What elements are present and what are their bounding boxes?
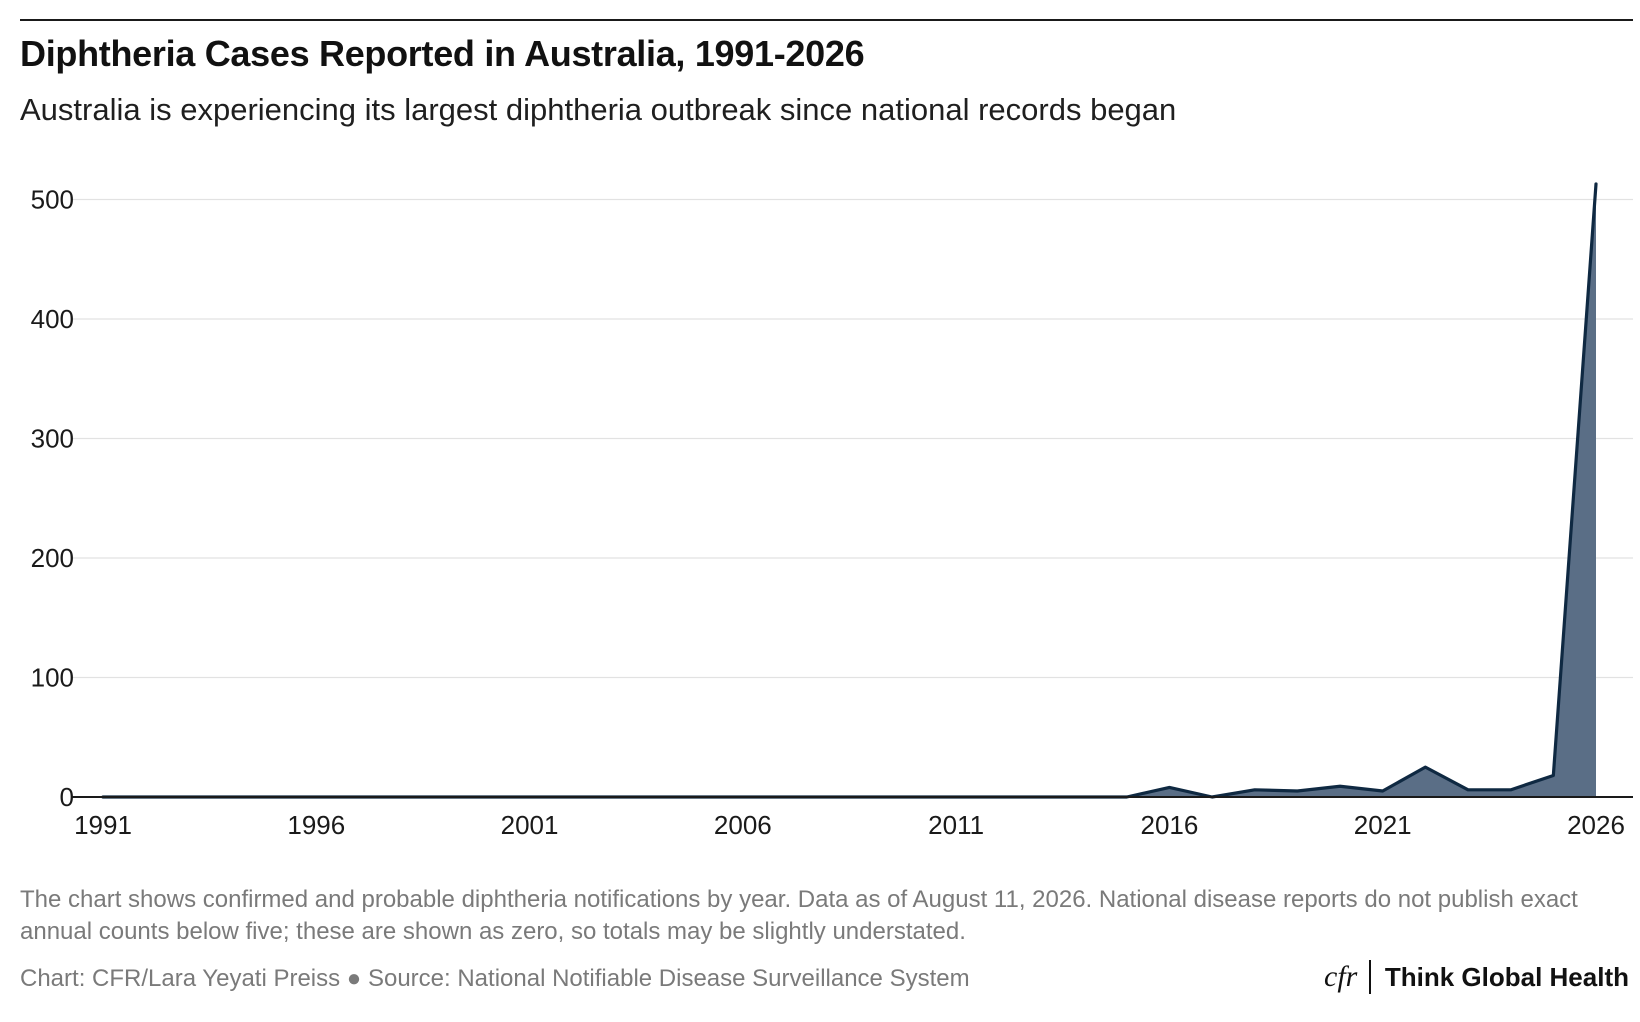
x-tick-label: 2006 <box>714 810 772 840</box>
x-tick-label: 2026 <box>1567 810 1625 840</box>
top-rule <box>20 19 1633 21</box>
chart-title: Diphtheria Cases Reported in Australia, … <box>20 33 865 74</box>
series-cases <box>71 182 1633 799</box>
series-area <box>103 183 1596 797</box>
chart-subtitle: Australia is experiencing its largest di… <box>20 92 1177 127</box>
x-tick-label: 1991 <box>74 810 132 840</box>
x-tick-label: 2016 <box>1141 810 1199 840</box>
x-tick-label: 2021 <box>1354 810 1412 840</box>
x-axis-tick-labels: 1991 1996 2001 2006 2011 2016 2021 2026 <box>74 810 1625 840</box>
x-tick-label: 2001 <box>501 810 559 840</box>
y-tick-label: 500 <box>31 185 74 215</box>
cfr-logo-mark: cfr <box>1324 960 1358 993</box>
series-line <box>101 182 1598 799</box>
y-tick-label: 200 <box>31 543 74 573</box>
y-tick-label: 400 <box>31 304 74 334</box>
y-tick-label: 300 <box>31 424 74 454</box>
y-axis-tick-labels: 0 100 200 300 400 500 <box>31 185 74 813</box>
chart-credit: Chart: CFR/Lara Yeyati Preiss ● Source: … <box>20 965 970 992</box>
y-tick-label: 100 <box>31 663 74 693</box>
x-tick-label: 1996 <box>287 810 345 840</box>
y-tick-label: 0 <box>60 782 74 812</box>
chart-area: 0 100 200 300 400 500 1991 1996 2001 2006 2011 201… <box>31 182 1633 840</box>
think-global-health-wordmark: Think Global Health <box>1384 961 1629 992</box>
x-tick-label: 2011 <box>928 810 984 840</box>
chart-note: The chart shows confirmed and probable d… <box>20 886 1578 945</box>
logo-divider <box>1369 960 1371 994</box>
think-global-health-logo: cfr Think Global Health <box>1324 957 1629 997</box>
y-gridlines <box>71 198 1633 679</box>
